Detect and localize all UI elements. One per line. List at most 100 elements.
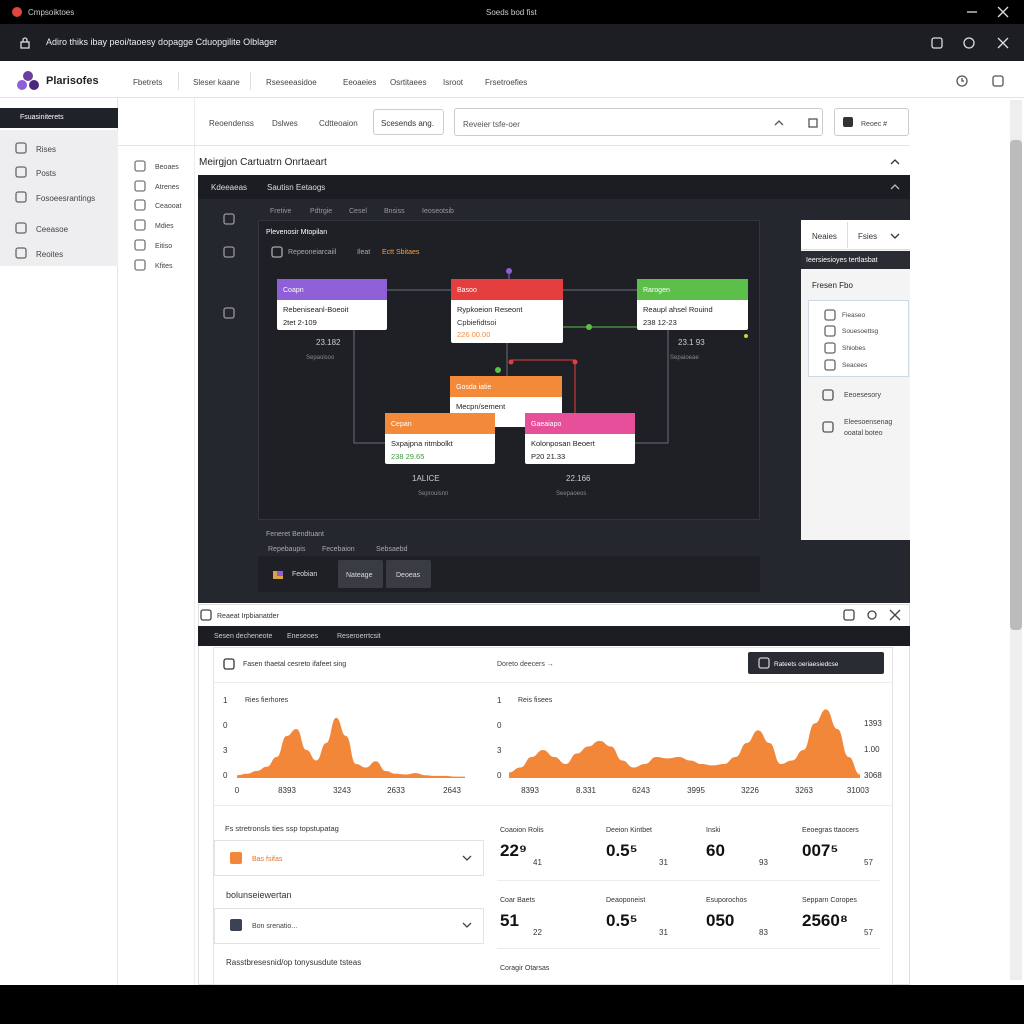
workflow-tool[interactable]: Ieoseotsib bbox=[422, 208, 454, 215]
side-item[interactable]: Fieaseo bbox=[842, 312, 866, 319]
stats-footer: Coragir Otarsas bbox=[500, 965, 550, 972]
workflow-button-bg[interactable] bbox=[386, 560, 431, 588]
tab-close[interactable] bbox=[996, 36, 1010, 50]
report-tab[interactable]: Eneseoes bbox=[287, 633, 319, 640]
stat-label: Esuporochos bbox=[706, 897, 747, 904]
action-button[interactable] bbox=[834, 108, 909, 136]
flow-node-caption: Sepaioeae bbox=[670, 355, 699, 361]
flow-node-header bbox=[450, 376, 562, 397]
workflow-side-icon[interactable] bbox=[222, 212, 236, 226]
stat-value: 007⁵ bbox=[802, 841, 839, 860]
workflow-tool[interactable]: Fretive bbox=[270, 208, 292, 215]
subnav-item[interactable]: Atrenes bbox=[155, 184, 180, 191]
subnav-item[interactable]: Ceaooat bbox=[155, 203, 182, 210]
select-box[interactable] bbox=[214, 908, 484, 944]
workflow-caret[interactable] bbox=[888, 180, 902, 194]
y2-tick-label: 3068 bbox=[864, 771, 882, 780]
nav-link[interactable]: Osrtitaees bbox=[390, 78, 427, 87]
card-icon bbox=[222, 657, 236, 671]
flow-node-header bbox=[525, 413, 635, 434]
extension-icon[interactable] bbox=[930, 36, 944, 50]
clock-icon[interactable] bbox=[955, 74, 969, 88]
card-button[interactable] bbox=[748, 652, 884, 674]
workflow-tool[interactable]: Bnsiss bbox=[384, 208, 405, 215]
report-tabs bbox=[198, 626, 910, 646]
search-box[interactable] bbox=[454, 108, 823, 136]
report-tab[interactable]: Sesen decheneote bbox=[214, 633, 273, 640]
side-item[interactable]: Souesoettsg bbox=[842, 328, 879, 335]
sidebar-item[interactable]: Posts bbox=[36, 169, 57, 178]
nav-link[interactable]: Isroot bbox=[443, 78, 464, 87]
sidebar-item[interactable]: Ceeasoe bbox=[36, 225, 69, 234]
subnav-item[interactable]: Eitiso bbox=[155, 243, 173, 250]
side-tab[interactable]: Neaies bbox=[812, 232, 837, 241]
stat-label: Eeoegras ttaocers bbox=[802, 827, 859, 834]
nav-link[interactable]: Frsetroefies bbox=[485, 78, 528, 87]
report-info[interactable] bbox=[865, 608, 879, 622]
select-chevron bbox=[460, 918, 474, 932]
close-dot[interactable] bbox=[12, 7, 22, 17]
sidebar-item[interactable]: Rises bbox=[36, 145, 57, 154]
x-tick-label: 0 bbox=[234, 786, 240, 795]
side-tab[interactable]: Fsies bbox=[858, 232, 878, 241]
x-tick-label: 8393 bbox=[278, 786, 296, 795]
sidebar-item[interactable]: Reoites bbox=[36, 250, 64, 259]
workflow-header bbox=[198, 175, 910, 199]
subnav-item[interactable]: Mdies bbox=[155, 223, 174, 230]
workflow-footer-link[interactable]: Repebaupis bbox=[268, 546, 306, 553]
stat-label: Inski bbox=[706, 827, 721, 834]
close-button[interactable] bbox=[996, 5, 1010, 19]
sidebar-active-text[interactable]: Fsuasiniterets bbox=[20, 114, 64, 121]
workflow-side-icon[interactable] bbox=[222, 245, 236, 259]
workflow-button-bg[interactable] bbox=[338, 560, 383, 588]
subnav-item[interactable]: Kfites bbox=[155, 263, 173, 270]
workflow-tab[interactable]: Kdeeaeas bbox=[211, 183, 248, 192]
card-link[interactable]: Doreto deecers → bbox=[497, 661, 554, 668]
x-tick-label: 2633 bbox=[387, 786, 405, 795]
nav-link[interactable]: Sleser kaane bbox=[193, 78, 240, 87]
workflow-side-icon[interactable] bbox=[222, 306, 236, 320]
y2-tick-label: 1.00 bbox=[864, 745, 880, 754]
side-extra[interactable]: Eleesoensenag ooatal boteo bbox=[844, 419, 893, 437]
side-extra[interactable]: Eeoesesory bbox=[844, 392, 881, 399]
bottom-bar bbox=[0, 985, 1024, 1024]
side-item[interactable]: Seacees bbox=[842, 362, 868, 369]
profile-icon[interactable] bbox=[962, 36, 976, 50]
search-caret bbox=[772, 116, 786, 130]
flow-node-caption: Seepaoeos bbox=[556, 491, 587, 497]
flow-node-title: Rebeniseanl-Boeoit bbox=[283, 305, 349, 314]
report-restore[interactable] bbox=[842, 608, 856, 622]
workflow-tool[interactable]: Pdtrgie bbox=[310, 208, 333, 215]
search-icon bbox=[806, 116, 820, 130]
header bbox=[0, 61, 1024, 98]
canvas-legend: Ectt Sbitaes bbox=[382, 249, 420, 256]
toolbar-link[interactable]: Dslwes bbox=[272, 119, 298, 128]
minimize-button[interactable] bbox=[965, 5, 979, 19]
workflow-tab[interactable]: Sautisn Eetaogs bbox=[267, 183, 326, 192]
nav-link[interactable]: Rseseeasidoe bbox=[266, 78, 317, 87]
toolbar-link[interactable]: Cdtteoaion bbox=[319, 119, 358, 128]
filters-label: bolunseiewertan bbox=[226, 890, 292, 900]
flow-node-caption: Seprouisnn bbox=[418, 491, 449, 497]
sidebar-item[interactable]: Fosoeesrantings bbox=[36, 194, 96, 203]
toolbar-link[interactable]: Reoendenss bbox=[209, 119, 254, 128]
select-box[interactable] bbox=[214, 840, 484, 876]
workflow-footer-link[interactable]: Fecebaion bbox=[322, 546, 355, 553]
report-close[interactable] bbox=[888, 608, 902, 622]
section-caret[interactable] bbox=[888, 155, 902, 169]
report-tab[interactable]: Reseroerrtcsit bbox=[337, 633, 381, 640]
nav-link[interactable]: Eeoaeies bbox=[343, 78, 377, 87]
workflow-button[interactable]: Feobian bbox=[292, 571, 318, 578]
y-tick-label: 0 bbox=[223, 721, 228, 730]
workflow-tool[interactable]: Cesel bbox=[349, 208, 367, 215]
workflow-footer-link[interactable]: Sebsaebd bbox=[376, 546, 408, 553]
nav-link[interactable]: Fbetrets bbox=[133, 78, 163, 87]
stat-note: 31 bbox=[659, 858, 668, 867]
side-extra-icon bbox=[821, 388, 835, 402]
toolbar-button[interactable] bbox=[373, 109, 444, 135]
subnav-item[interactable]: Beoaes bbox=[155, 164, 179, 171]
side-item[interactable]: Shiobes bbox=[842, 345, 866, 352]
window-icon[interactable] bbox=[991, 74, 1005, 88]
scrollbar-thumb[interactable] bbox=[1010, 140, 1022, 630]
toolbar-button-text: Scesends ang. bbox=[381, 119, 434, 128]
